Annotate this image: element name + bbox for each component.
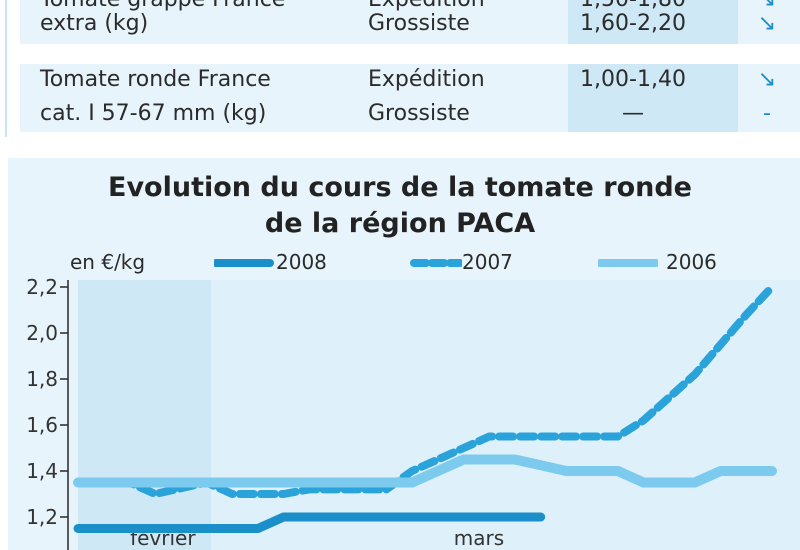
price-table: Tomate grappe France extra (kg) Expéditi… bbox=[0, 0, 800, 140]
y-tick-label: 2,0 bbox=[26, 321, 58, 345]
y-tick-label: 1,4 bbox=[26, 459, 58, 483]
product-name: extra (kg) bbox=[40, 11, 149, 36]
price-range: 1,60-2,20 bbox=[580, 11, 686, 36]
legend-swatch-2008 bbox=[214, 259, 274, 267]
price-range: 1,00-1,40 bbox=[580, 67, 686, 92]
legend-item-2006: 2006 bbox=[598, 248, 728, 276]
price-range: — bbox=[622, 101, 644, 126]
market-stage: Expédition bbox=[368, 0, 485, 17]
legend-label: 2007 bbox=[462, 250, 513, 274]
x-tick-label: mars bbox=[454, 526, 504, 550]
chart-title-line: Evolution du cours de la tomate ronde bbox=[108, 172, 692, 203]
price-column-shade bbox=[568, 64, 738, 132]
market-stage: Expédition bbox=[368, 67, 485, 92]
table-row bbox=[20, 64, 800, 132]
y-tick-label: 1,6 bbox=[26, 413, 58, 437]
series-line-2006 bbox=[73, 454, 777, 488]
legend-label: 2006 bbox=[666, 250, 717, 274]
legend-label: 2008 bbox=[276, 250, 327, 274]
market-stage: Grossiste bbox=[368, 11, 470, 36]
price-range: 1,50-1,80 bbox=[548, 0, 718, 17]
trend-down-icon: ↘ bbox=[757, 67, 777, 92]
chart-title: Evolution du cours de la tomate ronde de… bbox=[0, 170, 800, 242]
chart-title-line: de la région PACA bbox=[264, 208, 536, 239]
legend-item-2007: 2007 bbox=[410, 248, 540, 276]
product-name: Tomate ronde France bbox=[40, 67, 271, 92]
y-tick-label: 1,8 bbox=[26, 367, 58, 391]
trend-stable-icon: - bbox=[763, 101, 771, 126]
y-axis-unit-label: en €/kg bbox=[70, 250, 146, 274]
legend-swatch-2007 bbox=[410, 259, 462, 267]
market-stage: Grossiste bbox=[368, 101, 470, 126]
legend-item-2008: 2008 bbox=[214, 248, 344, 276]
table-row bbox=[20, 0, 800, 44]
trend-down-icon: ↘ bbox=[757, 11, 777, 36]
table-left-rule bbox=[5, 0, 7, 137]
y-tick-label: 2,2 bbox=[26, 275, 58, 299]
trend-down-icon: ↘ bbox=[752, 0, 782, 17]
y-tick-label: 1,2 bbox=[26, 505, 58, 529]
product-name: cat. I 57-67 mm (kg) bbox=[40, 101, 267, 126]
series-line-2008 bbox=[73, 512, 546, 533]
product-name: Tomate grappe France bbox=[40, 0, 285, 17]
february-shade bbox=[78, 280, 211, 550]
price-column-shade bbox=[568, 0, 738, 44]
legend-swatch-2006 bbox=[598, 259, 658, 267]
